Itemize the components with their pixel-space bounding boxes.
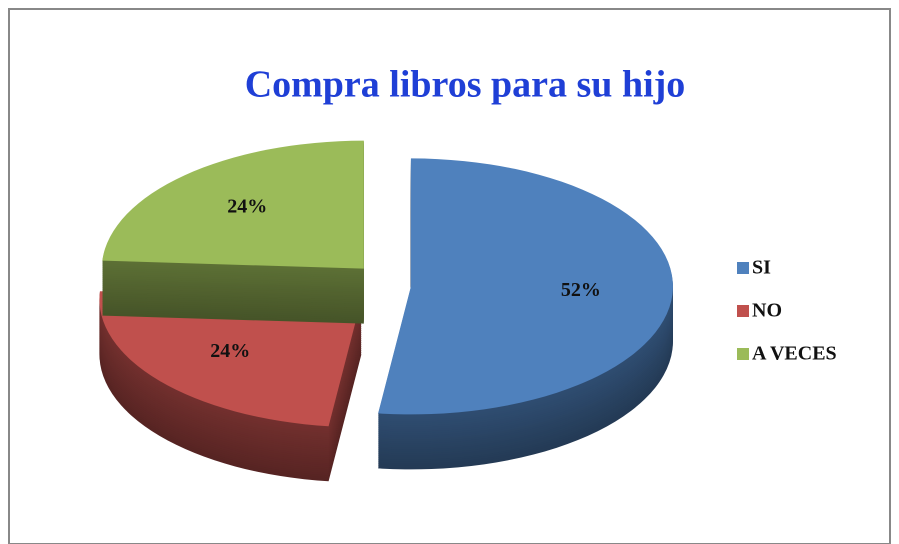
- legend-swatch: [737, 348, 749, 360]
- legend-swatch: [737, 262, 749, 274]
- legend-label: SI: [752, 257, 771, 279]
- slice: [378, 158, 673, 470]
- chart-title: Compra libros para su hijo: [245, 64, 686, 106]
- data-label: 24%: [227, 196, 267, 218]
- legend-swatch: [737, 305, 749, 317]
- data-label: 52%: [561, 279, 601, 301]
- data-label: 24%: [210, 340, 250, 362]
- slice-top: [102, 140, 364, 269]
- slice-top: [99, 291, 362, 427]
- slice-top: [378, 158, 673, 415]
- slice: [99, 291, 362, 482]
- slice: [102, 140, 364, 324]
- legend-label: NO: [752, 300, 782, 322]
- legend-label: A VECES: [752, 343, 837, 365]
